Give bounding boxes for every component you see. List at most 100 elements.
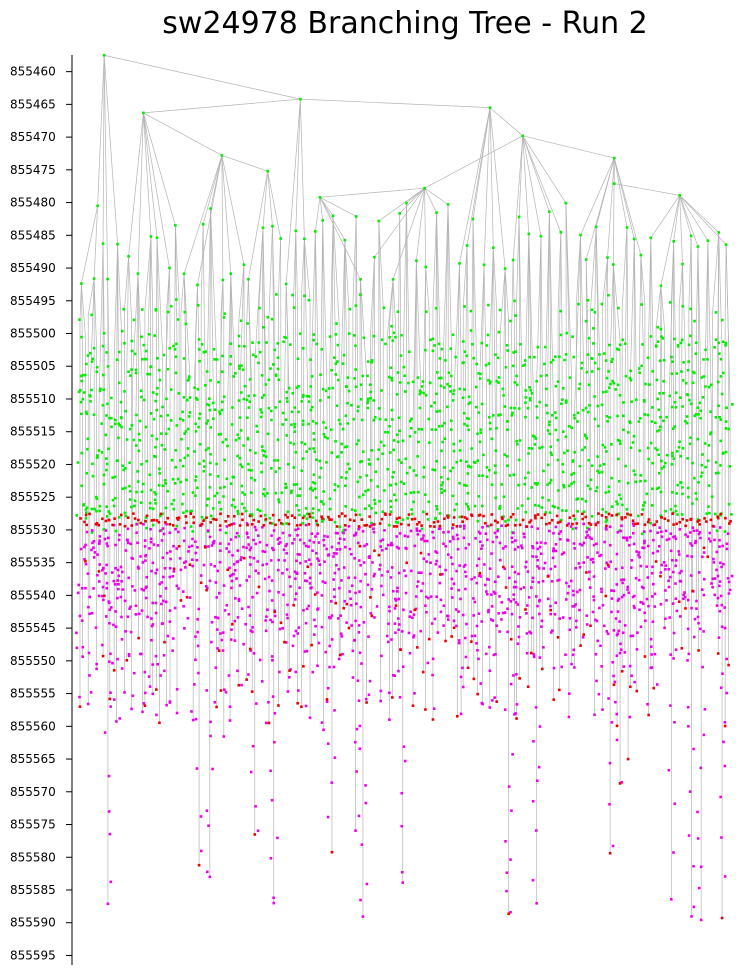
green-node — [366, 360, 370, 363]
red-node — [232, 514, 236, 518]
magenta-node — [247, 605, 250, 609]
green-node — [208, 397, 211, 401]
green-node — [139, 501, 143, 504]
tree-edge — [344, 240, 350, 310]
green-node — [628, 421, 632, 425]
green-node — [293, 422, 296, 426]
green-node — [500, 483, 504, 486]
green-node — [237, 334, 241, 338]
magenta-node — [637, 551, 641, 554]
tree-edge — [113, 244, 118, 360]
green-node — [223, 458, 226, 462]
green-node — [687, 360, 690, 363]
magenta-node — [517, 635, 521, 639]
green-node — [680, 370, 683, 373]
magenta-node — [457, 588, 461, 592]
green-node — [716, 380, 720, 384]
tree-edge — [650, 195, 680, 239]
tree-edge — [378, 187, 425, 222]
magenta-node — [216, 569, 220, 573]
red-node — [293, 516, 297, 520]
green-node — [338, 422, 342, 426]
green-node — [206, 419, 210, 422]
red-node — [419, 551, 423, 555]
red-node — [248, 514, 252, 518]
red-node — [660, 516, 663, 519]
magenta-node — [455, 624, 458, 628]
magenta-node — [353, 740, 357, 744]
magenta-node — [457, 639, 461, 642]
green-node — [198, 412, 202, 416]
green-node — [693, 414, 696, 418]
green-node — [331, 386, 334, 390]
green-node — [322, 518, 325, 521]
magenta-node — [77, 583, 81, 587]
green-node — [136, 470, 139, 473]
magenta-node — [199, 574, 203, 577]
green-node — [641, 343, 644, 346]
magenta-node — [96, 573, 99, 577]
magenta-node — [588, 570, 591, 574]
green-node — [640, 364, 643, 368]
magenta-node — [381, 593, 385, 597]
tree-edge — [230, 273, 233, 377]
green-node — [373, 415, 377, 419]
magenta-node — [458, 564, 461, 567]
green-node — [243, 506, 246, 510]
red-node — [545, 522, 548, 526]
red-node — [238, 524, 242, 527]
green-node — [409, 491, 413, 494]
magenta-node — [90, 611, 94, 615]
magenta-node — [697, 886, 701, 890]
green-node — [172, 344, 175, 348]
magenta-node — [267, 700, 270, 704]
green-node — [451, 494, 455, 498]
tree-edge — [445, 204, 449, 361]
green-node — [338, 525, 342, 529]
green-node — [594, 225, 598, 229]
magenta-node — [209, 734, 212, 738]
green-node — [358, 495, 361, 499]
green-node — [682, 361, 685, 364]
magenta-node — [95, 667, 98, 671]
magenta-node — [144, 559, 147, 562]
magenta-node — [88, 612, 92, 616]
magenta-node — [492, 653, 496, 657]
green-node — [212, 347, 216, 351]
magenta-node — [389, 576, 393, 579]
green-node — [100, 422, 103, 425]
green-node — [331, 214, 335, 218]
green-node — [598, 464, 602, 467]
magenta-node — [367, 693, 371, 697]
green-node — [412, 469, 416, 472]
green-node — [605, 518, 608, 522]
magenta-node — [554, 543, 558, 546]
tree-edge — [200, 224, 204, 306]
green-node — [98, 389, 102, 393]
red-node — [411, 704, 415, 708]
magenta-node — [723, 875, 727, 878]
red-node — [212, 517, 216, 521]
red-node — [271, 513, 275, 517]
green-node — [527, 232, 531, 236]
green-node — [721, 318, 724, 322]
green-node — [452, 389, 456, 392]
red-node — [388, 513, 392, 516]
magenta-node — [612, 674, 615, 678]
red-node — [432, 521, 436, 524]
green-node — [386, 431, 390, 434]
green-node — [188, 396, 192, 399]
magenta-node — [497, 575, 500, 579]
magenta-node — [682, 597, 685, 601]
green-node — [118, 424, 122, 427]
magenta-node — [364, 572, 367, 576]
green-node — [313, 487, 317, 491]
magenta-node — [395, 545, 399, 549]
magenta-node — [293, 570, 297, 574]
magenta-node — [490, 605, 494, 608]
green-node — [651, 461, 654, 465]
tree-edge — [416, 260, 418, 408]
red-node — [581, 517, 585, 521]
green-node — [606, 256, 609, 259]
green-node — [505, 455, 509, 458]
